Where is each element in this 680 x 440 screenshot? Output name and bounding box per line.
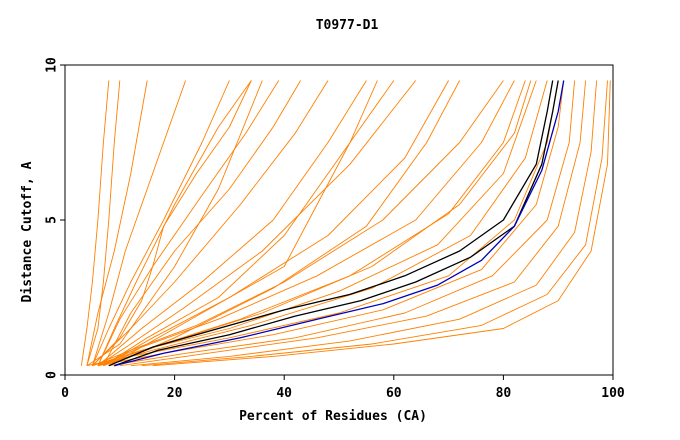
series-line-orange-9 (86, 80, 263, 367)
series-line-orange-27 (141, 80, 608, 367)
y-tick-label: 10 (45, 57, 60, 73)
series-line-orange-12 (103, 80, 395, 367)
series-line-orange-23 (97, 80, 565, 367)
series-line-orange-17 (97, 80, 515, 367)
series-line-orange-5 (91, 80, 230, 366)
series-line-orange-11 (97, 80, 367, 367)
series-line-orange-29 (92, 80, 252, 367)
series-line-black-32 (114, 80, 559, 367)
y-axis-label: Distance Cutoff, A (20, 161, 35, 302)
x-tick-label: 80 (496, 386, 512, 401)
series-line-orange-26 (130, 80, 598, 367)
plot-frame (64, 64, 614, 376)
series-line-orange-28 (152, 80, 611, 367)
x-tick-label: 100 (601, 386, 625, 401)
axis-ticks: 0 20 40 60 80 100 0 5 10 (45, 57, 625, 401)
series-line-blue-33 (114, 80, 565, 367)
chart-title: T0977-D1 (316, 18, 379, 33)
x-axis-label: Percent of Residues (CA) (239, 409, 427, 424)
series-line-orange-2 (86, 80, 121, 366)
series-line-orange-21 (97, 80, 548, 367)
y-tick-label: 0 (45, 371, 60, 379)
series-line-orange-19 (103, 80, 532, 367)
y-tick-label: 5 (45, 216, 60, 224)
series-lines (80, 80, 611, 367)
series-line-orange-6 (97, 80, 252, 366)
series-line-orange-4 (91, 80, 187, 366)
series-line-orange-1 (80, 80, 110, 366)
series-line-orange-10 (92, 80, 329, 367)
x-tick-label: 60 (386, 386, 402, 401)
x-tick-label: 0 (61, 386, 69, 401)
series-line-orange-22 (86, 80, 559, 367)
x-tick-label: 20 (167, 386, 183, 401)
series-line-orange-30 (108, 80, 378, 367)
series-line-orange-16 (92, 80, 504, 367)
series-line-orange-24 (108, 80, 576, 367)
series-line-orange-14 (103, 80, 449, 367)
series-line-orange-8 (103, 80, 301, 366)
series-line-orange-3 (86, 80, 148, 366)
series-line-orange-25 (119, 80, 587, 367)
series-line-orange-7 (97, 80, 280, 366)
series-line-black-31 (108, 80, 554, 367)
series-line-orange-13 (97, 80, 417, 367)
x-tick-label: 40 (276, 386, 292, 401)
series-line-orange-20 (92, 80, 537, 367)
series-line-orange-15 (108, 80, 460, 367)
